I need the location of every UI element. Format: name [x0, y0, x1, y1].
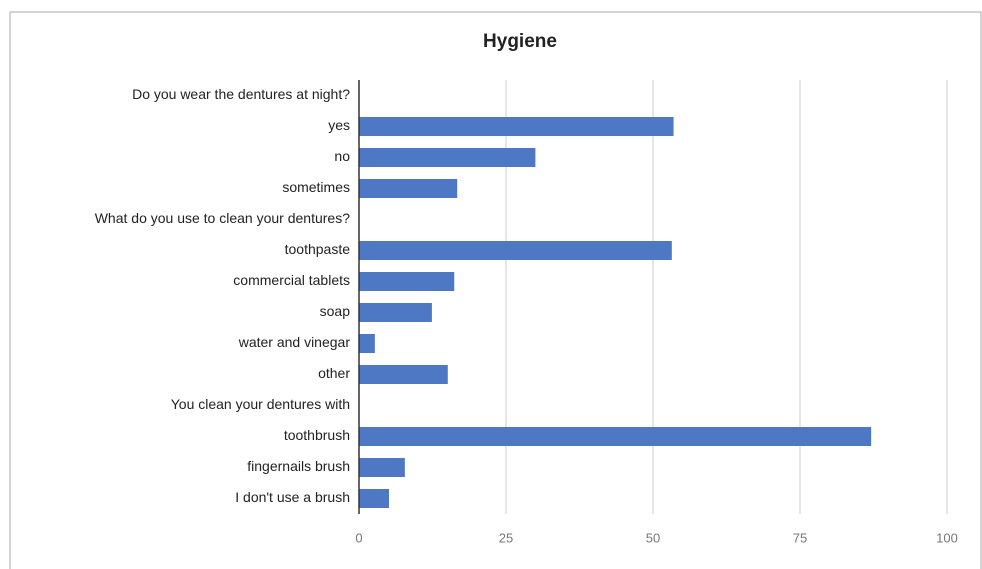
bar — [359, 179, 458, 198]
bar — [359, 334, 375, 353]
y-tick-label: other — [318, 365, 350, 381]
bar — [359, 489, 389, 508]
y-tick-label: You clean your dentures with — [171, 396, 350, 412]
bar — [359, 458, 405, 477]
x-tick-label: 25 — [499, 530, 513, 545]
y-tick-label: commercial tablets — [233, 272, 350, 288]
bar — [359, 117, 674, 136]
y-tick-label: I don't use a brush — [235, 489, 350, 505]
bar — [359, 241, 672, 260]
x-tick-label: 0 — [355, 530, 362, 545]
bar — [359, 365, 448, 384]
y-tick-label: toothbrush — [284, 427, 350, 443]
x-tick-label: 75 — [793, 530, 807, 545]
frame — [9, 11, 982, 569]
y-tick-label: What do you use to clean your dentures? — [95, 210, 350, 226]
y-tick-label: toothpaste — [285, 241, 351, 257]
y-tick-label: water and vinegar — [238, 334, 351, 350]
bar — [359, 148, 536, 167]
bar — [359, 303, 432, 322]
y-tick-label: Do you wear the dentures at night? — [132, 86, 350, 102]
y-tick-label: sometimes — [282, 179, 350, 195]
x-tick-label: 100 — [936, 530, 958, 545]
y-tick-label: fingernails brush — [247, 458, 350, 474]
y-tick-label: soap — [320, 303, 351, 319]
y-tick-label: yes — [328, 117, 350, 133]
y-tick-label: no — [334, 148, 350, 164]
chart-title: Hygiene — [483, 31, 557, 52]
bar — [359, 427, 872, 446]
bar — [359, 272, 455, 291]
x-tick-label: 50 — [646, 530, 660, 545]
